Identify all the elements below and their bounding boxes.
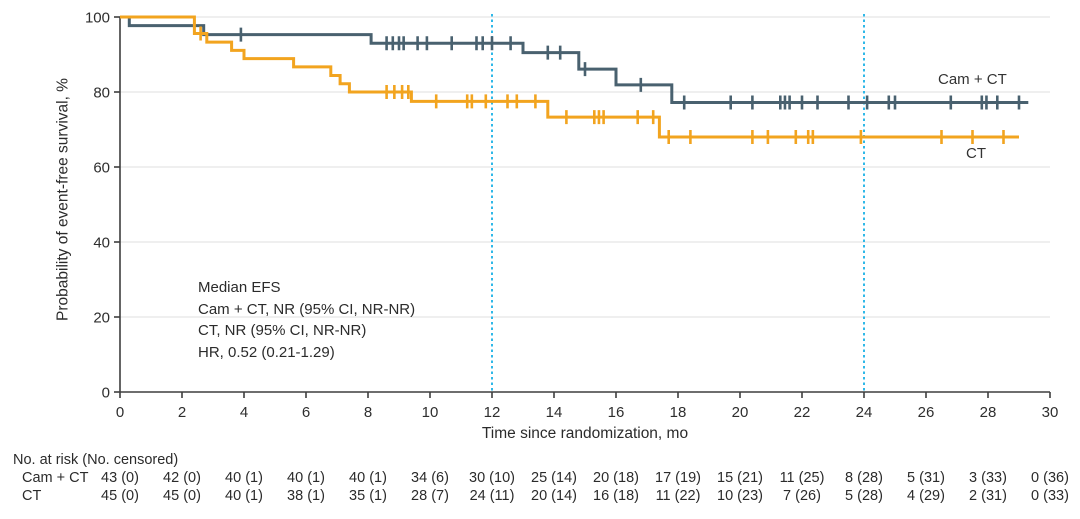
risk-cell: 40 (1) [225, 470, 263, 486]
risk-cell: 34 (6) [411, 470, 449, 486]
risk-cell: 0 (36) [1031, 470, 1069, 486]
risk-cell: 7 (26) [783, 487, 821, 504]
risk-cell: 11 (25) [779, 470, 825, 486]
x-axis-title: Time since randomization, mo [481, 425, 689, 442]
x-tick-label: 4 [240, 404, 248, 421]
risk-cell: 45 (0) [163, 487, 201, 504]
risk-cell: 24 (11) [469, 487, 515, 504]
risk-cell: 16 (18) [593, 487, 639, 504]
x-tick-label: 26 [918, 404, 935, 421]
y-tick-label: 100 [85, 10, 110, 27]
x-tick-label: 18 [670, 404, 687, 421]
x-tick-label: 2 [178, 404, 186, 421]
risk-cell: 28 (7) [411, 487, 449, 504]
x-tick-label: 8 [364, 404, 372, 421]
x-tick-label: 22 [794, 404, 811, 421]
risk-cell: 40 (1) [225, 487, 263, 504]
annotation-line-ct: CT, NR (95% CI, NR-NR) [198, 322, 367, 340]
risk-row-label: CT [22, 487, 42, 504]
x-tick-label: 28 [980, 404, 997, 421]
risk-cell: 5 (28) [845, 487, 883, 504]
series-label-ct: CT [966, 145, 986, 162]
annotation-line-camct: Cam + CT, NR (95% CI, NR-NR) [198, 300, 416, 318]
series-label-cam-ct: Cam + CT [938, 71, 1007, 88]
risk-cell: 4 (29) [907, 487, 945, 504]
risk-cell: 43 (0) [101, 470, 139, 486]
y-tick-label: 40 [93, 235, 110, 252]
x-tick-label: 14 [546, 404, 563, 421]
x-tick-label: 6 [302, 404, 310, 421]
x-tick-label: 20 [732, 404, 749, 421]
risk-row-label: Cam + CT [22, 470, 89, 486]
x-tick-label: 0 [116, 404, 124, 421]
x-tick-label: 30 [1042, 404, 1059, 421]
risk-cell: 0 (33) [1031, 487, 1069, 504]
risk-cell: 15 (21) [717, 470, 763, 486]
km-curve-camct [120, 15, 1029, 104]
x-tick-label: 24 [856, 404, 873, 421]
risk-cell: 38 (1) [287, 487, 325, 504]
annotation-line-median: Median EFS [198, 279, 281, 296]
y-tick-label: 20 [93, 310, 110, 327]
risk-cell: 8 (28) [845, 470, 883, 486]
risk-cell: 5 (31) [907, 470, 945, 486]
risk-cell: 20 (18) [593, 470, 639, 486]
risk-cell: 10 (23) [717, 487, 763, 504]
y-tick-label: 60 [93, 160, 110, 177]
risk-cell: 20 (14) [531, 487, 577, 504]
risk-cell: 25 (14) [531, 470, 577, 486]
km-curve-ct [120, 15, 1019, 139]
risk-cell: 3 (33) [969, 470, 1007, 486]
risk-cell: 42 (0) [163, 470, 201, 486]
risk-cell: 11 (22) [655, 487, 701, 504]
risk-table-header: No. at risk (No. censored) [13, 452, 179, 468]
risk-cell: 40 (1) [349, 470, 387, 486]
y-axis-title: Probability of event-free survival, % [54, 78, 72, 321]
risk-cell: 2 (31) [969, 487, 1007, 504]
risk-cell: 40 (1) [287, 470, 325, 486]
x-tick-label: 16 [608, 404, 625, 421]
risk-cell: 35 (1) [349, 487, 387, 504]
risk-cell: 45 (0) [101, 487, 139, 504]
x-tick-label: 10 [422, 404, 439, 421]
annotation-line-hr: HR, 0.52 (0.21-1.29) [198, 344, 335, 362]
y-tick-label: 0 [102, 385, 110, 402]
x-tick-label: 12 [484, 404, 501, 421]
median-efs-annotation: Median EFS Cam + CT, NR (95% CI, NR-NR) … [198, 277, 415, 364]
risk-cell: 30 (10) [469, 470, 515, 486]
y-tick-label: 80 [93, 85, 110, 102]
risk-cell: 17 (19) [655, 470, 701, 486]
